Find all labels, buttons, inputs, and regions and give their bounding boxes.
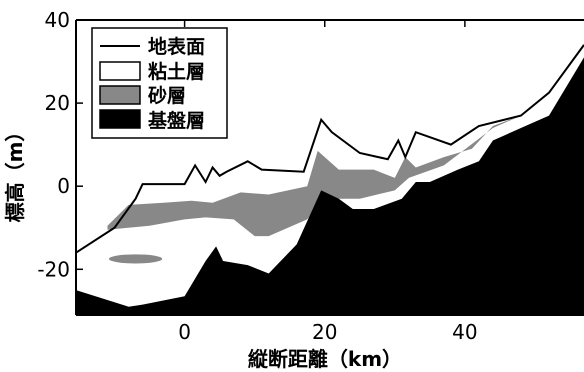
y-tick-label: 40 — [45, 8, 70, 32]
axes: 0 20 40 -20 0 20 40 — [37, 8, 584, 344]
legend: 地表面 粘土層 砂層 基盤層 — [91, 27, 228, 139]
legend-swatch-bedrock — [99, 109, 141, 129]
x-tick-label: 40 — [452, 320, 477, 344]
y-axis-title: 標高（m） — [3, 122, 27, 223]
legend-label-bedrock: 基盤層 — [147, 109, 205, 132]
x-ticks: 0 20 40 — [178, 20, 478, 344]
plot-area — [75, 44, 584, 316]
bedrock-layer-area — [76, 57, 584, 316]
x-axis-title: 縦断距離（km） — [248, 347, 402, 371]
y-tick-label: 0 — [57, 174, 70, 198]
y-tick-label: -20 — [37, 257, 70, 281]
legend-label-clay: 粘土層 — [148, 61, 205, 83]
x-tick-label: 0 — [178, 320, 191, 344]
legend-swatch-clay — [99, 61, 141, 81]
sand-layer-area — [107, 115, 521, 237]
legend-label-surface: 地表面 — [148, 35, 205, 58]
ground-surface-line — [75, 44, 584, 254]
x-tick-label: 20 — [312, 320, 337, 344]
sand-lens-mark — [108, 254, 163, 264]
legend-label-sand: 砂層 — [148, 85, 186, 107]
y-ticks: -20 0 20 40 — [37, 8, 83, 281]
legend-swatch-sand — [99, 85, 141, 105]
y-tick-label: 20 — [45, 91, 70, 115]
